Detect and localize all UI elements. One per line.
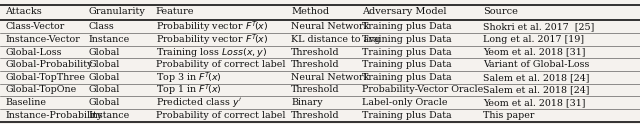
Text: Training plus Data: Training plus Data bbox=[362, 73, 451, 82]
Text: Training plus Data: Training plus Data bbox=[362, 60, 451, 69]
Text: Threshold: Threshold bbox=[291, 60, 340, 69]
Text: Source: Source bbox=[483, 7, 518, 16]
Text: Probability of correct label: Probability of correct label bbox=[156, 60, 285, 69]
Text: Class: Class bbox=[88, 22, 114, 31]
Text: Binary: Binary bbox=[291, 98, 323, 107]
Text: Yeom et al. 2018 [31]: Yeom et al. 2018 [31] bbox=[483, 47, 586, 57]
Text: Salem et al. 2018 [24]: Salem et al. 2018 [24] bbox=[483, 85, 589, 94]
Text: Training loss $\mathit{Loss}(x,y)$: Training loss $\mathit{Loss}(x,y)$ bbox=[156, 46, 267, 59]
Text: Probability vector $F^T\!(x)$: Probability vector $F^T\!(x)$ bbox=[156, 19, 268, 34]
Text: Variant of Global-Loss: Variant of Global-Loss bbox=[483, 60, 589, 69]
Text: KL distance to avg: KL distance to avg bbox=[291, 35, 381, 44]
Text: Neural Network: Neural Network bbox=[291, 22, 369, 31]
Text: Shokri et al. 2017  [25]: Shokri et al. 2017 [25] bbox=[483, 22, 595, 31]
Text: Probability-Vector Oracle: Probability-Vector Oracle bbox=[362, 85, 483, 94]
Text: Training plus Data: Training plus Data bbox=[362, 111, 451, 120]
Text: Global-Loss: Global-Loss bbox=[5, 47, 61, 57]
Text: Training plus Data: Training plus Data bbox=[362, 22, 451, 31]
Text: Global-TopThree: Global-TopThree bbox=[5, 73, 85, 82]
Text: Feature: Feature bbox=[156, 7, 194, 16]
Text: Global-TopOne: Global-TopOne bbox=[5, 85, 76, 94]
Text: Global: Global bbox=[88, 60, 120, 69]
Text: Global: Global bbox=[88, 85, 120, 94]
Text: Instance: Instance bbox=[88, 35, 129, 44]
Text: Global: Global bbox=[88, 47, 120, 57]
Text: Training plus Data: Training plus Data bbox=[362, 47, 451, 57]
Text: Class-Vector: Class-Vector bbox=[5, 22, 65, 31]
Text: Instance: Instance bbox=[88, 111, 129, 120]
Text: Salem et al. 2018 [24]: Salem et al. 2018 [24] bbox=[483, 73, 589, 82]
Text: Method: Method bbox=[291, 7, 330, 16]
Text: Baseline: Baseline bbox=[5, 98, 46, 107]
Text: Instance-Vector: Instance-Vector bbox=[5, 35, 80, 44]
Text: Threshold: Threshold bbox=[291, 47, 340, 57]
Text: Top 1 in $F^T\!(x)$: Top 1 in $F^T\!(x)$ bbox=[156, 83, 221, 97]
Text: Probability of correct label: Probability of correct label bbox=[156, 111, 285, 120]
Text: Threshold: Threshold bbox=[291, 85, 340, 94]
Text: Yeom et al. 2018 [31]: Yeom et al. 2018 [31] bbox=[483, 98, 586, 107]
Text: Global: Global bbox=[88, 73, 120, 82]
Text: Probability vector $F^T\!(x)$: Probability vector $F^T\!(x)$ bbox=[156, 32, 268, 47]
Text: Label-only Oracle: Label-only Oracle bbox=[362, 98, 447, 107]
Text: Global-Probability: Global-Probability bbox=[5, 60, 93, 69]
Text: Instance-Probability: Instance-Probability bbox=[5, 111, 102, 120]
Text: Threshold: Threshold bbox=[291, 111, 340, 120]
Text: Global: Global bbox=[88, 98, 120, 107]
Text: Training plus Data: Training plus Data bbox=[362, 35, 451, 44]
Text: Predicted class $y'$: Predicted class $y'$ bbox=[156, 96, 242, 109]
Text: Top 3 in $F^T\!(x)$: Top 3 in $F^T\!(x)$ bbox=[156, 70, 221, 85]
Text: Adversary Model: Adversary Model bbox=[362, 7, 446, 16]
Text: Granularity: Granularity bbox=[88, 7, 145, 16]
Text: Attacks: Attacks bbox=[5, 7, 42, 16]
Text: Long et al. 2017 [19]: Long et al. 2017 [19] bbox=[483, 35, 584, 44]
Text: Neural Network: Neural Network bbox=[291, 73, 369, 82]
Text: This paper: This paper bbox=[483, 111, 534, 120]
